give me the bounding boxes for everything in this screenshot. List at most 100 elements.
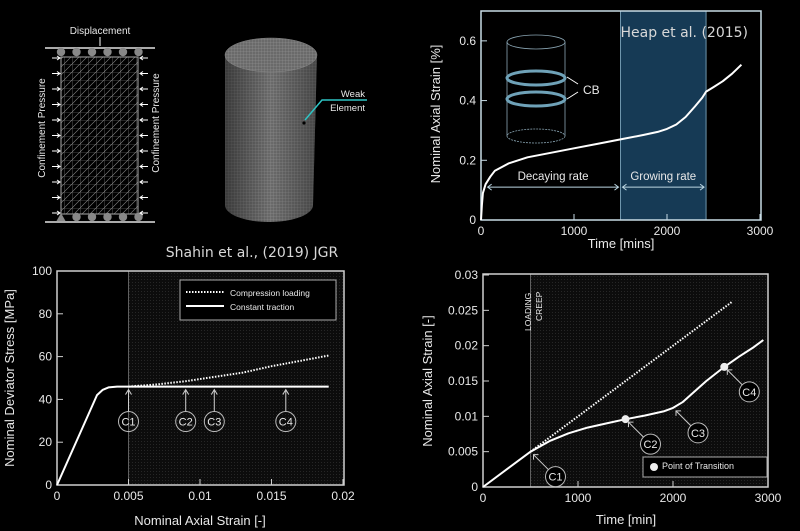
marker-circle [275,411,297,433]
pressure-arrow-icon [52,164,61,169]
marker-label: C4 [742,387,756,399]
series-0-line [480,63,743,221]
pressure-arrow-icon [139,164,148,169]
pressure-arrow-icon [139,55,148,61]
weak-element-marker [302,121,306,125]
creep-shaded-region [530,274,768,487]
double-arrow-icon [486,183,620,191]
pressure-arrow-icon [139,71,148,76]
roller-icon [72,212,81,222]
x-tick-label: 3000 [747,224,774,238]
weak-element-pointer [304,99,367,121]
inset-cylinder-outline [506,42,566,136]
cb-label: CB [583,83,600,97]
marker-circle [175,411,197,433]
marker-arrow-icon [675,410,693,428]
marker-label: C1 [121,417,135,429]
y-axis-label: Nominal Axial Strain [-] [420,315,435,447]
marker-circle [545,466,566,488]
loading-phase-label: LOADING [523,293,533,331]
marker-arrow-icon [628,421,645,439]
x-tick-label: 0 [54,489,61,503]
confinement-arrows [52,55,148,216]
mesh-grid [60,56,139,215]
marker-arrow-icon [210,388,218,412]
marker-arrow-icon [125,388,132,412]
roller-icon [72,47,81,57]
y-tick-label: 20 [39,435,53,449]
roller-icon [118,212,128,222]
pressure-arrow-icon [52,86,61,92]
x-tick-label: 0.015 [256,489,286,503]
compaction-band [505,90,567,108]
marker-arrow-icon [182,388,190,412]
x-tick-label: 3000 [755,491,782,505]
growing-rate-shaded-region [620,10,707,221]
y-tick-label: 100 [32,264,52,278]
y-tick-label: 0 [471,480,478,494]
roller-icon [56,47,66,57]
compression-loading-line [128,354,329,388]
y-tick-label: 0.015 [448,374,478,388]
displacement-label: Displacement [70,26,131,37]
x-axis-label: Time [mins] [588,236,655,251]
pressure-arrow-icon [139,86,148,92]
pressure-arrow-icon [139,117,148,123]
roller-icon [134,212,143,222]
x-axis-label: Time [min] [596,512,656,527]
y-axis-label: Nominal Axial Strain [%] [428,45,443,184]
cb-pointer-icon [566,76,579,100]
y-tick-label: 0 [45,478,52,492]
roller-icon [134,47,143,57]
pressure-arrow-icon [139,102,148,107]
x-tick-label: 0 [478,224,485,238]
transition-point [720,362,729,371]
y-tick-label: 0 [469,213,476,227]
3d-cylinder-model: Weak Element [224,37,367,222]
marker-label: C1 [548,472,562,484]
y-tick-label: 0.4 [459,94,476,108]
y-tick-label: 60 [39,350,53,364]
legend-box [642,456,768,478]
growing-rate-label: Growing rate [630,171,696,183]
x-tick-label: 1000 [561,224,588,238]
y-tick-label: 80 [39,307,53,321]
simulated-creep-chart: 0 1000 2000 3000 0 0.005 0.01 0.015 0.02 0.025 0.0… [420,268,782,527]
y-tick-label: 0.03 [455,268,479,282]
marker-circle [203,411,225,433]
pressure-arrow-icon [139,210,148,216]
compaction-band [505,69,567,87]
roller-supports [56,47,143,222]
plot-area: 0 1000 2000 3000 0 0.2 0.4 0.6 [459,10,774,238]
marker-circle [640,433,661,455]
marker-arrow-icon [282,388,290,412]
legend-label-point-of-transition: Point of Transition [662,461,734,471]
double-arrow-icon [621,183,705,191]
2d-mesh-diagram: Displacement Confinement Pressure Confin… [37,26,162,223]
x-tick-label: 0 [480,491,487,505]
x-tick-label: 2000 [654,224,681,238]
x-tick-label: 1000 [565,491,592,505]
y-tick-label: 0.02 [455,339,479,353]
marker-circle [738,381,760,403]
y-tick-label: 40 [39,392,53,406]
marker-label: C3 [207,417,221,429]
x-tick-label: 2000 [660,491,687,505]
confinement-pressure-right-label: Confinement Pressure [151,73,162,173]
legend-label-constant-traction: Constant traction [230,302,295,312]
x-tick-label: 0.01 [188,489,212,503]
marker-circle [118,411,139,433]
pressure-arrow-icon [52,55,61,61]
pressure-arrow-icon [52,133,61,138]
roller-icon [118,47,128,57]
heap-creep-chart: 0 1000 2000 3000 0 0.2 0.4 0.6 Heap et al. (201… [428,10,774,251]
chart-title: Shahin et al., (2019) JGR [166,245,339,261]
pressure-arrow-icon [52,148,61,154]
series-1-line [482,339,764,488]
y-tick-label: 0.2 [459,153,476,167]
pin-support-icon [56,213,66,221]
legend-swatch-point [650,463,658,471]
